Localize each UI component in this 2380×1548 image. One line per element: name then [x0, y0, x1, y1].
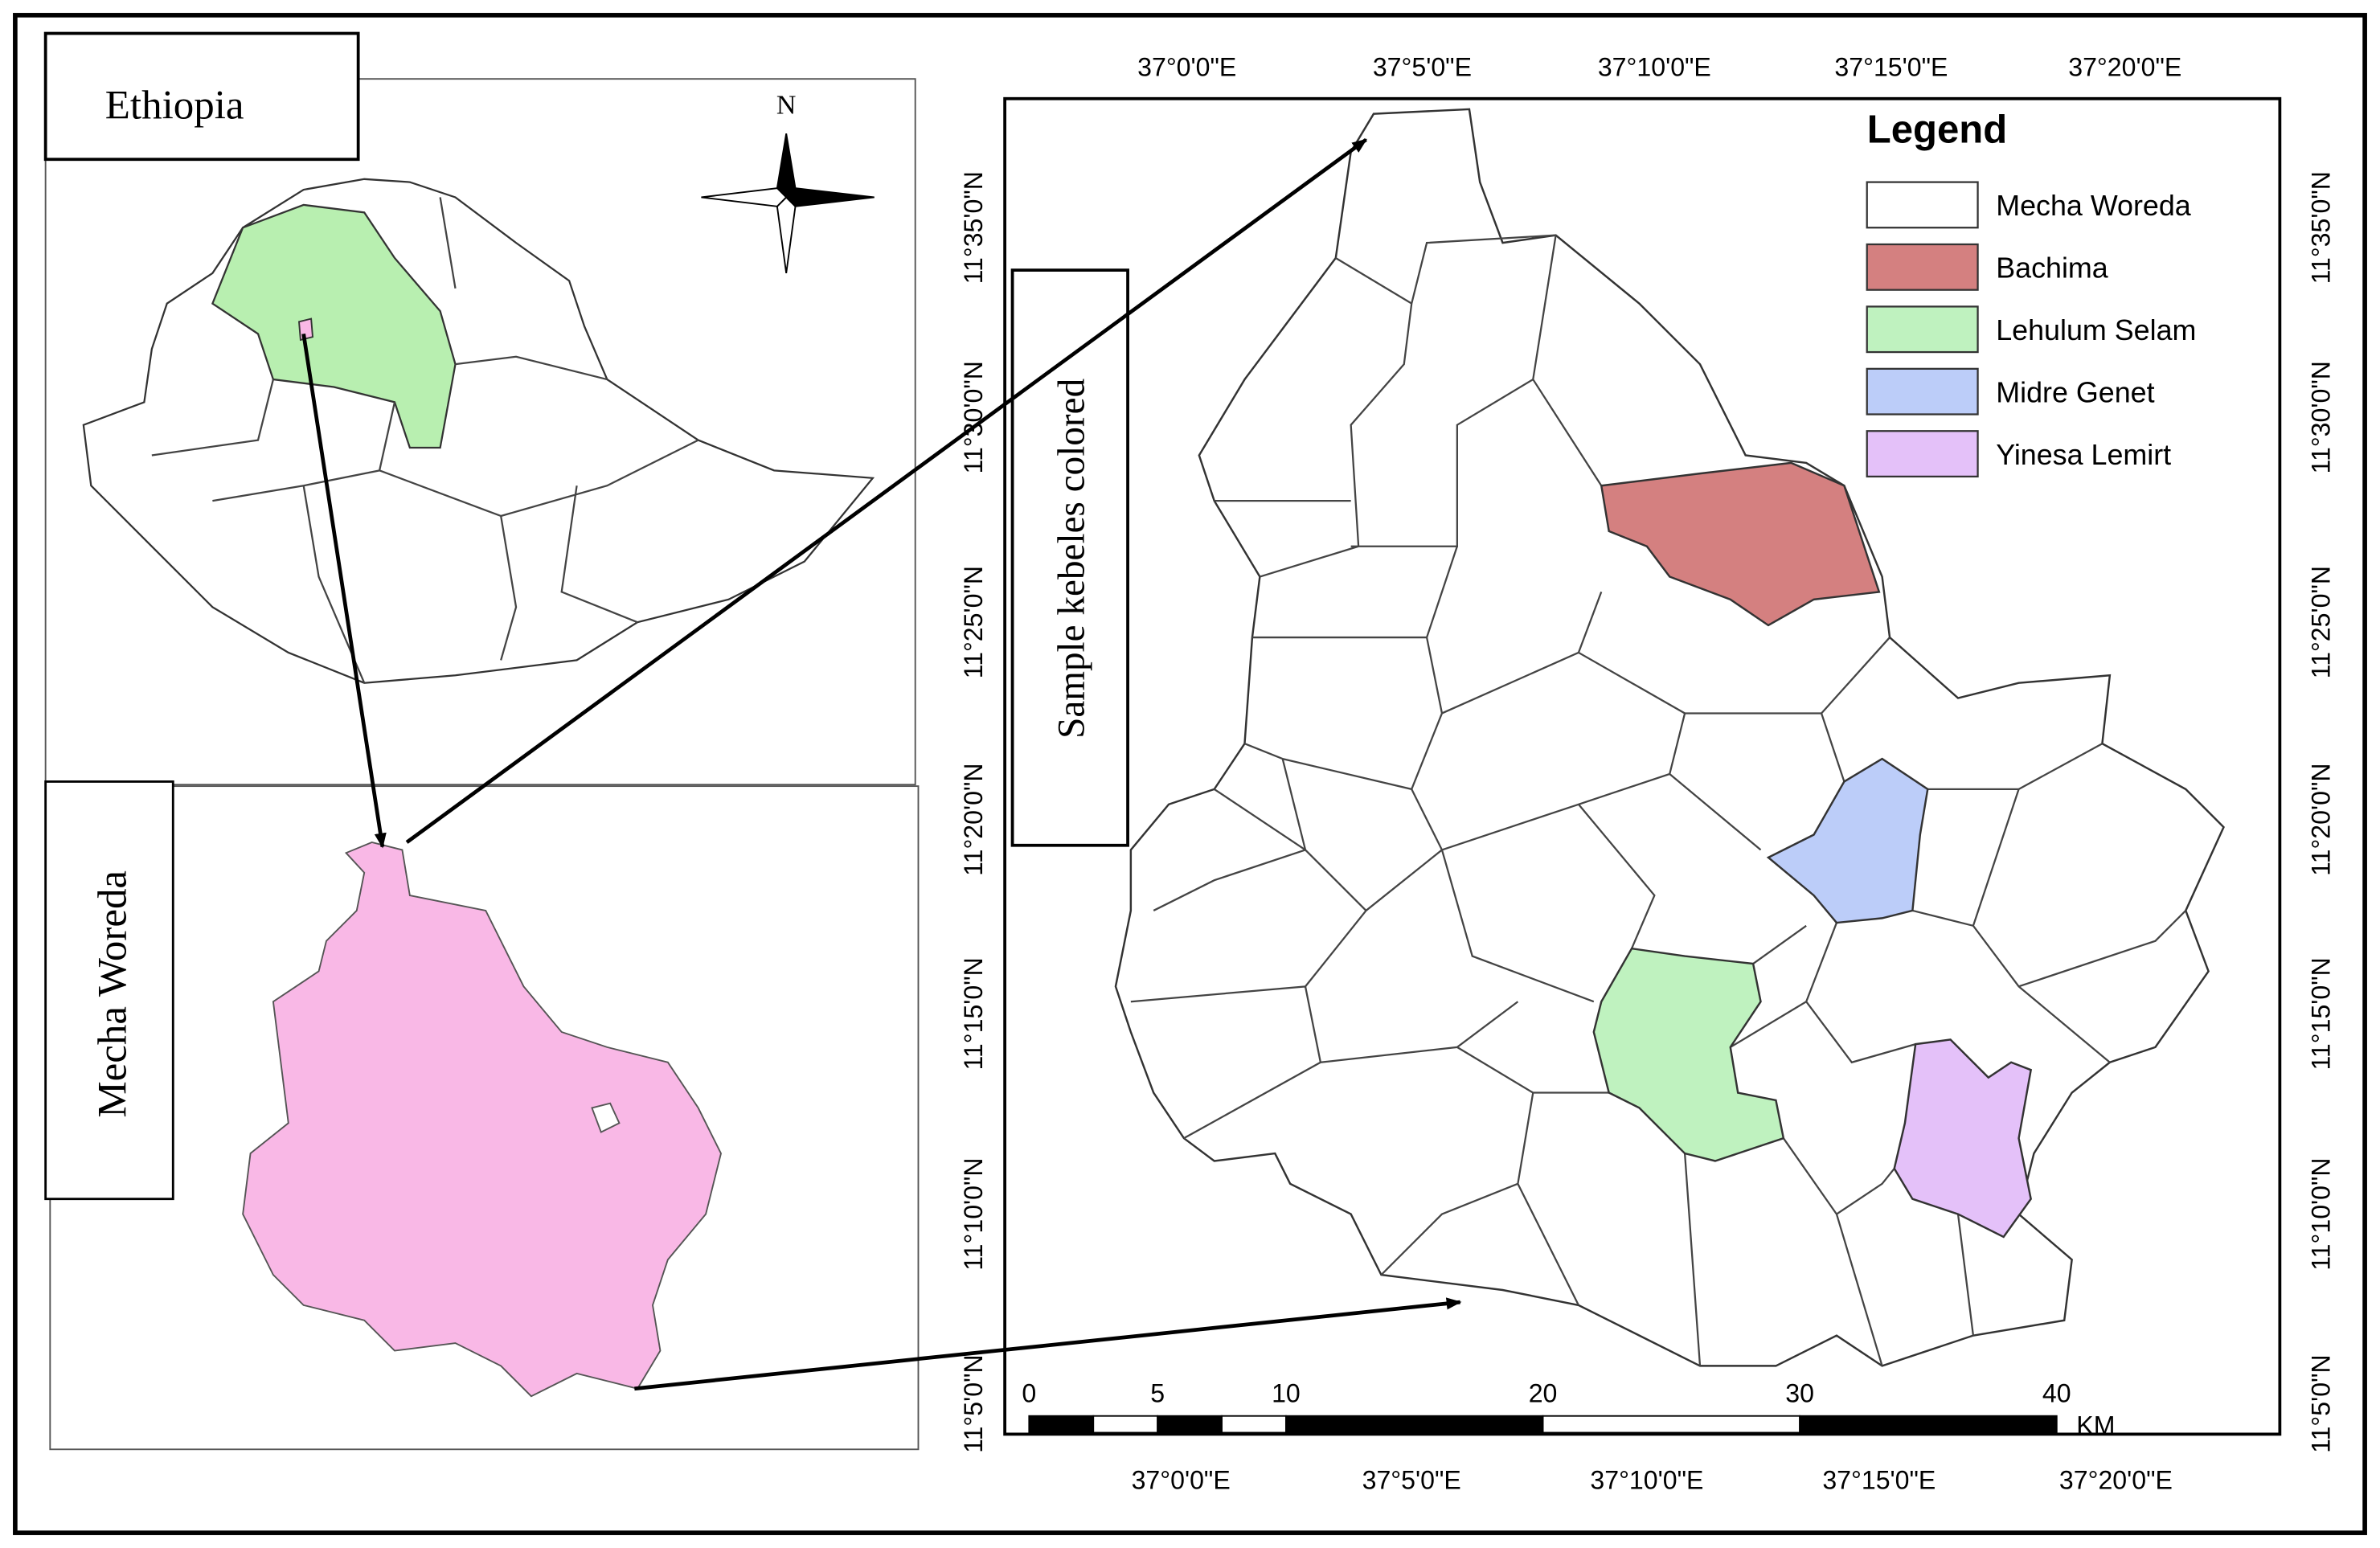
legend-label: Yinesa Lemirt: [1996, 439, 2171, 471]
scale-label: 0: [1022, 1379, 1036, 1408]
woreda-label-box: [44, 780, 174, 1201]
scale-segment: [1028, 1415, 1095, 1434]
yinesa-lemirt-kebele: [1893, 1038, 2033, 1239]
legend-label: Midre Genet: [1996, 376, 2154, 408]
longitude-label: 37°0'0"E: [1132, 1465, 1231, 1494]
longitude-label: 37°5'0"E: [1362, 1465, 1461, 1494]
scale-label: 20: [1529, 1379, 1558, 1408]
longitude-label: 37°15'0"E: [1834, 52, 1948, 81]
scale-segment: [1221, 1415, 1287, 1434]
arrow: [301, 334, 387, 849]
latitude-label: 11°30'0"N: [959, 361, 988, 473]
latitude-label: 11°10'0"N: [959, 1157, 988, 1270]
scale-unit: KM: [2076, 1411, 2115, 1439]
latitude-label: 11°25'0"N: [2307, 566, 2336, 678]
latitude-label: 11°10'0"N: [2307, 1157, 2336, 1270]
scale-label: 10: [1272, 1379, 1301, 1408]
latitude-label: 11°35'0"N: [959, 171, 988, 284]
scale-segment: [1799, 1415, 2058, 1434]
kebele-boundaries: [1130, 234, 2187, 1366]
woreda-shape: [242, 841, 722, 1398]
north-arrow: N: [701, 91, 875, 274]
legend-swatch: [1866, 243, 1979, 291]
legend-label: Lehulum Selam: [1996, 314, 2196, 346]
latitude-label: 11°35'0"N: [2307, 171, 2336, 284]
legend-label: Bachima: [1996, 252, 2108, 285]
north-label: N: [776, 91, 797, 121]
scale-label: 30: [1785, 1379, 1814, 1408]
lehulum-selam-kebele: [1592, 947, 1785, 1162]
latitude-label: 11°30'0"N: [2307, 361, 2336, 473]
latitude-label: 11°5'0"N: [959, 1354, 988, 1453]
latitude-label: 11°5'0"N: [2307, 1354, 2336, 1453]
latitude-label: 11°25'0"N: [959, 566, 988, 678]
longitude-label: 37°0'0"E: [1137, 52, 1236, 81]
midre-genet-kebele: [1766, 757, 1929, 924]
legend-swatch: [1866, 305, 1979, 354]
amhara-region: [211, 203, 457, 449]
latitude-label: 11°15'0"N: [2307, 957, 2336, 1070]
legend-title: Legend: [1867, 108, 2008, 151]
arrow: [634, 1297, 1462, 1391]
callout-label: Sample kebeles colored: [1051, 378, 1092, 739]
scale-label: 5: [1150, 1379, 1165, 1408]
longitude-label: 37°5'0"E: [1373, 52, 1472, 81]
woreda-hole: [591, 1102, 621, 1133]
legend-swatch: [1866, 181, 1979, 229]
region-boundaries: [151, 197, 699, 684]
ethiopia-label-box: [43, 31, 360, 162]
scale-segment: [1542, 1415, 1801, 1434]
woreda-label: Mecha Woreda: [91, 870, 136, 1118]
scale-segment: [1284, 1415, 1544, 1434]
scale-segment: [1157, 1415, 1223, 1434]
longitude-label: 37°10'0"E: [1590, 1465, 1703, 1494]
legend-swatch: [1866, 430, 1979, 478]
latitude-label: 11°20'0"N: [2307, 763, 2336, 875]
longitude-label: 37°10'0"E: [1598, 52, 1711, 81]
longitude-label: 37°20'0"E: [2068, 52, 2181, 81]
scale-label: 40: [2042, 1379, 2071, 1408]
bachima-kebele: [1600, 461, 1881, 627]
scale-segment: [1092, 1415, 1159, 1434]
longitude-label: 37°20'0"E: [2059, 1465, 2173, 1494]
callout-box: [1010, 268, 1129, 847]
latitude-label: 11°20'0"N: [959, 763, 988, 875]
legend-label: Mecha Woreda: [1996, 190, 2191, 222]
longitude-label: 37°15'0"E: [1822, 1465, 1936, 1494]
arrow: [405, 137, 1368, 844]
ethiopia-label: Ethiopia: [105, 83, 244, 128]
latitude-label: 11°15'0"N: [959, 957, 988, 1070]
legend-swatch: [1866, 367, 1979, 416]
